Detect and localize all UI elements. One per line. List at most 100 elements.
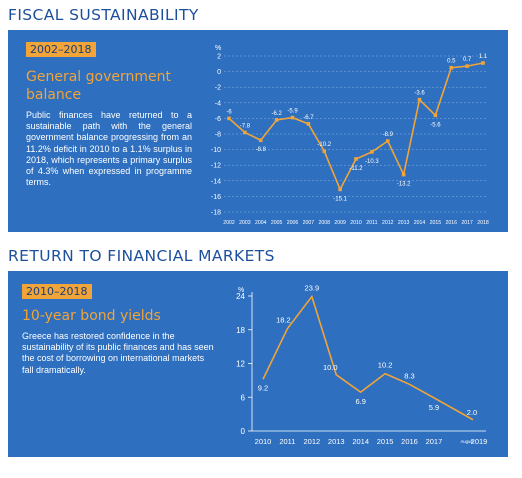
x-tick-label: 2007 <box>303 220 315 226</box>
y-tick-label: -10 <box>211 147 221 154</box>
data-label: -10.2 <box>317 142 331 148</box>
x-tick-label: 2013 <box>328 437 345 446</box>
data-point <box>227 116 231 121</box>
x-tick-label: 2014 <box>352 437 369 446</box>
data-point <box>385 139 390 143</box>
y-tick-label: 12 <box>236 360 245 369</box>
x-tick-label: 2002 <box>223 220 235 226</box>
section-title-fiscal: FISCAL SUSTAINABILITY <box>8 6 199 24</box>
y-tick-label: -12 <box>211 163 221 170</box>
data-label: 18.2 <box>276 316 291 325</box>
data-point <box>481 61 485 65</box>
data-label: -6.7 <box>303 115 314 121</box>
y-tick-label: -4 <box>215 100 221 107</box>
x-tick-label: 2016 <box>401 437 418 446</box>
data-label: -7.8 <box>240 123 251 129</box>
y-tick-label: -8 <box>215 132 221 139</box>
data-label: -13.2 <box>397 182 411 188</box>
x-tick-label: 2012 <box>303 437 320 446</box>
data-point <box>274 118 279 122</box>
data-label: 0.5 <box>447 59 456 65</box>
x-tick-label: 2016 <box>445 220 457 226</box>
panel-heading: 10-year bond yields <box>22 308 161 324</box>
data-label: -3.6 <box>414 91 425 97</box>
x-tick-label: 2009 <box>334 220 346 226</box>
x-tick-label: 2011 <box>366 220 377 226</box>
y-tick-label: 18 <box>236 326 245 335</box>
data-point <box>290 115 295 120</box>
data-label: 0.7 <box>463 57 472 63</box>
y-tick-label: -16 <box>211 194 221 201</box>
x-extra-label: August <box>460 439 474 444</box>
y-tick-label: -14 <box>211 178 221 185</box>
data-point <box>417 97 422 102</box>
data-label: 23.9 <box>305 284 320 293</box>
section-title-markets: RETURN TO FINANCIAL MARKETS <box>8 247 275 265</box>
y-unit-label: % <box>215 45 221 52</box>
x-tick-label: 2017 <box>461 220 473 226</box>
x-tick-label: 2010 <box>350 220 362 226</box>
x-tick-label: 2004 <box>255 220 267 226</box>
data-label: -15.1 <box>333 196 347 202</box>
data-point <box>433 113 438 118</box>
data-point <box>338 187 342 192</box>
y-tick-label: 24 <box>236 292 245 301</box>
y-tick-label: -18 <box>211 210 221 217</box>
data-label: 10.2 <box>378 361 393 370</box>
data-point <box>401 172 406 177</box>
x-tick-label: 2008 <box>318 220 330 226</box>
data-point <box>465 64 469 68</box>
x-tick-label: 2015 <box>377 437 394 446</box>
y-tick-label: 0 <box>241 427 246 436</box>
data-label: -5.9 <box>287 109 298 115</box>
y-tick-label: 0 <box>217 69 221 76</box>
data-label: -6.2 <box>271 111 282 117</box>
data-point <box>322 149 327 153</box>
bond-yield-line-chart: %24 18 12 6 0 2010 2011 2012 2013 2014 2015 2016 201… <box>236 284 488 446</box>
data-label: 1.1 <box>479 54 488 60</box>
data-label: 8.3 <box>404 371 414 380</box>
period-badge: 2010–2018 <box>22 284 92 299</box>
data-label: -8.9 <box>383 132 394 138</box>
period-badge: 2002–2018 <box>26 42 96 57</box>
data-label: 5.9 <box>429 403 439 412</box>
y-unit-label: % <box>238 287 244 294</box>
data-label: -6 <box>226 109 232 115</box>
data-point <box>258 138 263 143</box>
x-tick-label: 2015 <box>430 220 442 226</box>
x-tick-label: 2013 <box>398 220 410 226</box>
panel-heading: General government balance <box>26 69 171 103</box>
data-point <box>370 150 374 154</box>
y-tick-label: 6 <box>241 393 246 402</box>
panel-description: Greece has restored confidence in the su… <box>22 331 214 375</box>
fiscal-panel: 2002–2018 General government balance Pub… <box>8 30 508 232</box>
x-tick-label: 2017 <box>426 437 443 446</box>
data-label: 6.9 <box>355 397 365 406</box>
x-tick-label: 2003 <box>239 220 251 226</box>
y-tick-label: -2 <box>215 85 221 92</box>
x-tick-label: 2010 <box>255 437 272 446</box>
data-label: -10.3 <box>365 159 379 165</box>
x-tick-label: 2005 <box>271 220 283 226</box>
data-label: 9.2 <box>258 383 268 392</box>
data-point <box>243 130 247 135</box>
data-label: -5.6 <box>430 122 441 128</box>
markets-panel: 2010–2018 10-year bond yields Greece has… <box>8 271 508 457</box>
data-point <box>306 122 311 126</box>
y-tick-label: -6 <box>215 116 221 123</box>
data-label: -11.2 <box>349 166 363 172</box>
data-label: 2.0 <box>467 408 477 417</box>
series-line <box>262 294 474 421</box>
y-tick-label: 2 <box>217 54 221 61</box>
panel-description: Public finances have returned to a susta… <box>26 110 192 188</box>
x-tick-label: 2018 <box>477 220 489 226</box>
data-point <box>354 157 358 161</box>
x-tick-label: 2012 <box>382 220 394 226</box>
data-point <box>449 65 454 70</box>
x-tick-label: 2011 <box>279 437 295 446</box>
data-label: 10.0 <box>323 363 338 372</box>
x-tick-label: 2006 <box>287 220 299 226</box>
x-tick-label: 2019 <box>471 437 488 446</box>
data-label: -8.8 <box>256 147 267 153</box>
